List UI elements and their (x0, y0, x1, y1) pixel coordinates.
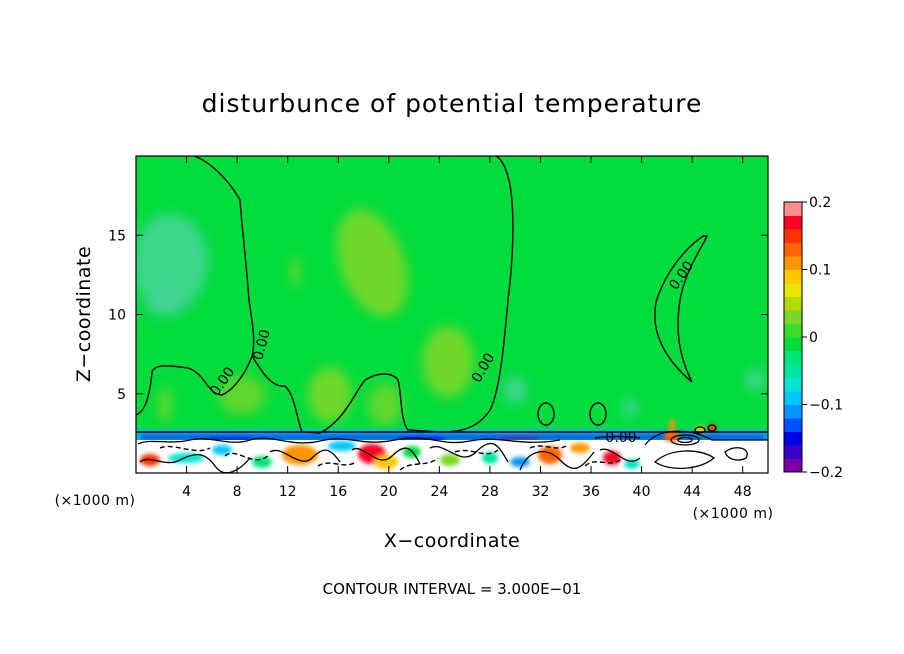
colorbar-band (784, 296, 802, 311)
colorbar-band (784, 445, 802, 459)
x-tick-label: 44 (683, 484, 701, 500)
x-tick-label: 20 (380, 484, 398, 500)
contour-label: 0.00 (250, 328, 274, 362)
colorbar-tick-label: 0.2 (809, 195, 831, 211)
zero-contours (136, 156, 768, 439)
x-tick-label: 28 (481, 484, 499, 500)
warm-patch (336, 209, 408, 317)
x-tick-label: 12 (279, 484, 297, 500)
colorbar-band (784, 391, 802, 405)
y-axis-label: Z−coordinate (73, 246, 95, 382)
contour-label: 0.00 (605, 430, 636, 446)
colorbar-band (784, 310, 802, 324)
colorbar-band (784, 256, 802, 270)
colorbar-band (784, 404, 802, 419)
y-axis: 5 10 15 (108, 228, 768, 403)
colorbar (784, 202, 802, 473)
warm-patch (308, 367, 352, 423)
cool-patch (136, 214, 208, 310)
boundary-band (140, 434, 765, 440)
warm-patch (218, 375, 266, 415)
y-tick-label: 10 (108, 308, 126, 324)
colorbar-band (784, 431, 802, 446)
contour-interval-note: CONTOUR INTERVAL = 3.000E−01 (323, 580, 582, 598)
colorbar-band (784, 283, 802, 297)
colorbar-tick-label: 0.1 (809, 263, 831, 279)
colorbar-band (784, 323, 802, 338)
y-tick-label: 5 (117, 387, 126, 403)
colorbar-band (784, 202, 802, 216)
x-tick-label: 16 (329, 484, 347, 500)
colorbar-band (784, 418, 802, 432)
y-tick-label: 15 (108, 228, 126, 244)
colorbar-band (784, 337, 802, 351)
cool-patch (503, 376, 527, 404)
colorbar-band (784, 242, 802, 257)
colorbar-band (784, 229, 802, 243)
cool-patch (622, 398, 638, 418)
x-unit-left: (×1000 m) (55, 493, 136, 509)
colorbar-tick-label: −0.2 (809, 465, 843, 481)
warm-patch (367, 383, 403, 427)
x-unit-right: (×1000 m) (693, 506, 774, 522)
warm-patch (159, 387, 171, 423)
turbulence-contours (137, 424, 768, 473)
colorbar-band (784, 215, 802, 230)
colorbar-ticks: 0.2 0.1 0 −0.1 −0.2 (802, 195, 843, 481)
colorbar-band (784, 377, 802, 392)
warm-patch (290, 258, 300, 286)
x-tick-label: 8 (233, 484, 242, 500)
cool-patch (145, 295, 185, 315)
cool-patch (745, 368, 765, 392)
x-tick-label: 40 (633, 484, 651, 500)
warm-patch (422, 326, 474, 398)
turbulence-dashed-contours (159, 445, 621, 471)
colorbar-band (784, 269, 802, 284)
x-tick-label: 32 (532, 484, 550, 500)
chart-title: disturbunce of potential temperature (202, 89, 703, 118)
x-axis: 4 8 12 16 20 24 28 32 36 40 44 48 (182, 156, 752, 500)
x-tick-label: 4 (182, 484, 191, 500)
x-tick-label: 48 (734, 484, 752, 500)
colorbar-tick-label: 0 (809, 330, 818, 346)
x-tick-label: 36 (582, 484, 600, 500)
x-axis-label: X−coordinate (384, 530, 520, 552)
colorbar-band (784, 350, 802, 365)
x-tick-label: 24 (430, 484, 448, 500)
colorbar-band (784, 364, 802, 378)
heatmap-field: 0.00 0.00 0.00 0.00 0.00 (136, 156, 768, 473)
colorbar-band (784, 458, 802, 473)
colorbar-tick-label: −0.1 (809, 398, 843, 414)
